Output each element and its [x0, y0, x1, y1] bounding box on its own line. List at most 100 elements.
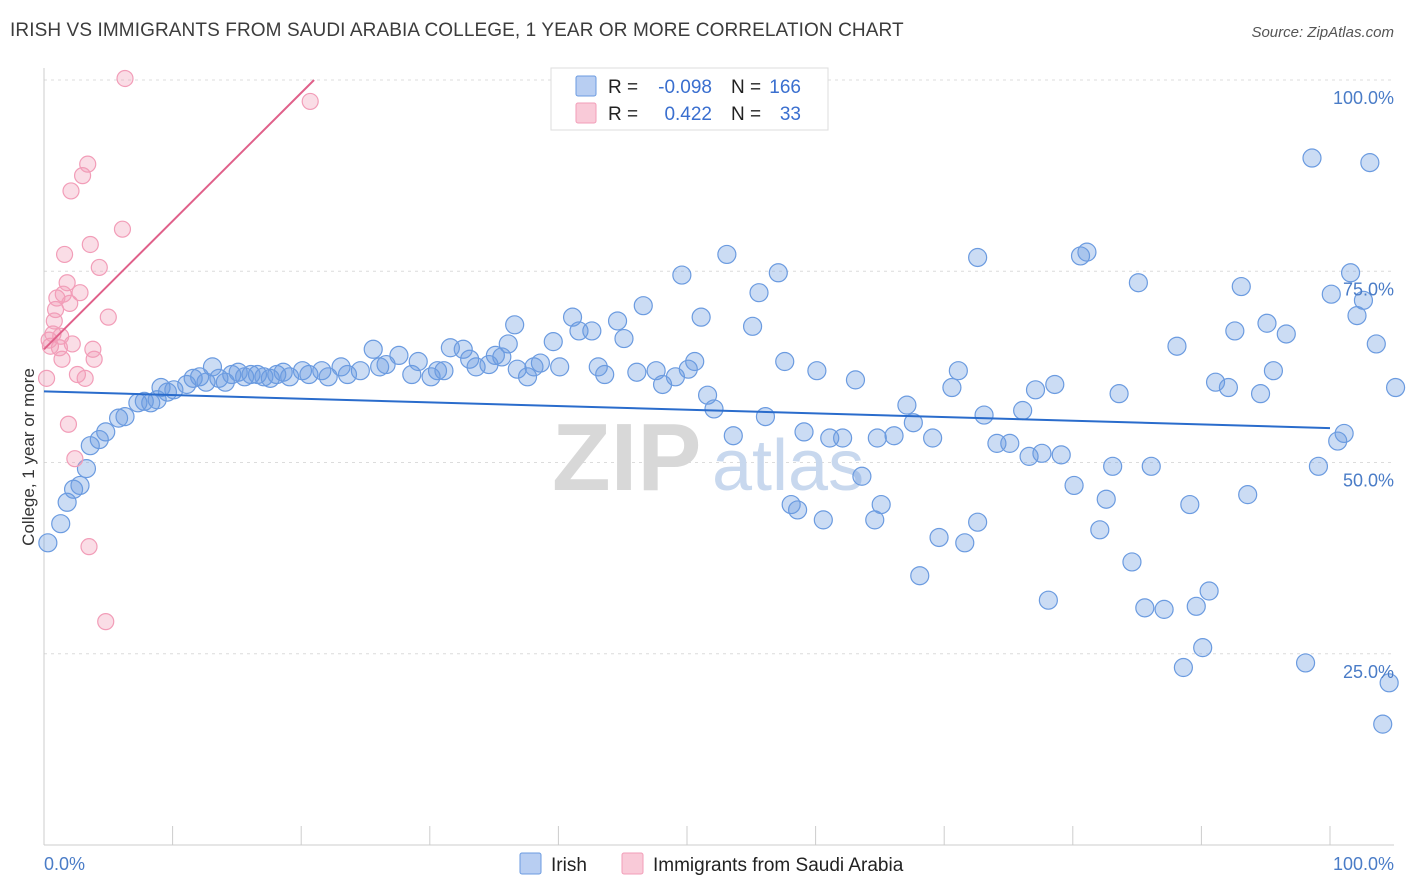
data-point	[948, 361, 968, 381]
data-point	[1122, 552, 1142, 572]
data-point	[852, 466, 872, 486]
data-point	[614, 328, 634, 349]
data-point	[55, 245, 74, 264]
data-point	[1366, 334, 1386, 354]
data-point	[80, 538, 98, 556]
bottom-legend-swatch-irish	[519, 852, 542, 875]
data-point	[1013, 400, 1033, 421]
data-point	[99, 308, 117, 326]
data-point	[871, 494, 891, 515]
data-point	[1373, 714, 1393, 734]
data-point	[755, 407, 776, 427]
legend-swatch-saudi	[575, 102, 597, 124]
bottom-legend-saudi: Immigrants from Saudi Arabia	[653, 855, 904, 876]
data-point	[1032, 443, 1052, 463]
data-point	[79, 155, 97, 173]
data-point	[768, 263, 788, 283]
tick-labels: 100.0% 75.0% 50.0% 25.0% 0.0% 100.0%	[44, 88, 1394, 874]
legend: R = -0.098 N = 166 R = 0.422 N = 33	[550, 67, 829, 131]
data-point	[97, 613, 115, 631]
data-point	[1167, 336, 1187, 356]
data-point	[775, 351, 795, 372]
data-point	[62, 182, 80, 200]
data-point	[1135, 598, 1155, 618]
legend-frame	[550, 67, 829, 131]
data-point	[787, 500, 808, 520]
data-point	[331, 357, 351, 377]
y-tick-label: 25.0%	[1343, 662, 1394, 682]
data-point	[1064, 475, 1084, 496]
x-tick-label: 100.0%	[1333, 854, 1394, 874]
data-point	[550, 357, 570, 377]
data-point	[90, 258, 108, 277]
data-point	[1321, 284, 1341, 304]
data-point	[595, 364, 615, 385]
data-point	[968, 512, 988, 532]
legend-n-value: 166	[769, 77, 801, 98]
data-point	[337, 364, 358, 385]
data-point	[116, 69, 134, 88]
legend-n-label: N =	[731, 104, 761, 125]
data-point	[1193, 638, 1213, 658]
data-point	[1186, 596, 1206, 616]
data-point	[1038, 590, 1058, 610]
data-point	[427, 361, 448, 381]
data-point	[884, 426, 904, 446]
data-point	[215, 372, 235, 392]
data-point	[1328, 431, 1348, 451]
y-axis-label: College, 1 year or more	[19, 368, 38, 546]
data-point	[929, 527, 949, 548]
data-point	[1263, 361, 1284, 381]
data-point	[923, 428, 943, 448]
data-point	[813, 510, 833, 530]
data-point	[1385, 377, 1406, 398]
data-point	[202, 357, 223, 377]
data-point	[833, 428, 853, 448]
data-point	[1295, 653, 1316, 673]
data-point	[1225, 321, 1245, 341]
data-point	[58, 274, 76, 292]
data-point	[1090, 520, 1110, 540]
data-point	[76, 459, 97, 479]
data-point	[1141, 456, 1161, 476]
watermark-zip: ZIP	[552, 404, 701, 511]
data-point	[1231, 276, 1251, 297]
data-point	[794, 422, 814, 442]
data-point	[1205, 372, 1226, 392]
data-point	[1360, 153, 1380, 173]
data-point	[190, 367, 210, 387]
data-point	[685, 351, 705, 372]
data-point	[749, 283, 769, 303]
data-point	[717, 244, 737, 265]
data-point	[1250, 384, 1271, 404]
data-point	[38, 533, 58, 553]
data-point	[1379, 673, 1399, 693]
data-point	[1340, 263, 1361, 283]
data-point	[1218, 377, 1239, 398]
data-point	[588, 357, 608, 377]
data-point	[910, 566, 930, 586]
data-point	[108, 408, 129, 428]
chart-title: IRISH VS IMMIGRANTS FROM SAUDI ARABIA CO…	[10, 20, 904, 41]
data-point	[845, 370, 866, 390]
data-point	[318, 367, 338, 387]
data-point	[350, 361, 370, 381]
data-point	[1128, 273, 1148, 293]
data-point	[1103, 456, 1123, 476]
data-point	[704, 399, 724, 419]
data-point	[183, 368, 203, 388]
series-saudi-points	[37, 69, 319, 631]
legend-r-label: R =	[608, 104, 638, 125]
data-point	[434, 361, 454, 381]
data-point	[301, 92, 319, 111]
data-point	[63, 335, 81, 353]
data-point	[1077, 242, 1097, 262]
data-point	[974, 405, 994, 425]
data-point	[505, 315, 525, 335]
legend-r-value: 0.422	[664, 104, 712, 125]
data-point	[517, 367, 538, 387]
data-point	[691, 307, 711, 327]
data-point	[71, 284, 89, 302]
data-point	[867, 428, 887, 448]
